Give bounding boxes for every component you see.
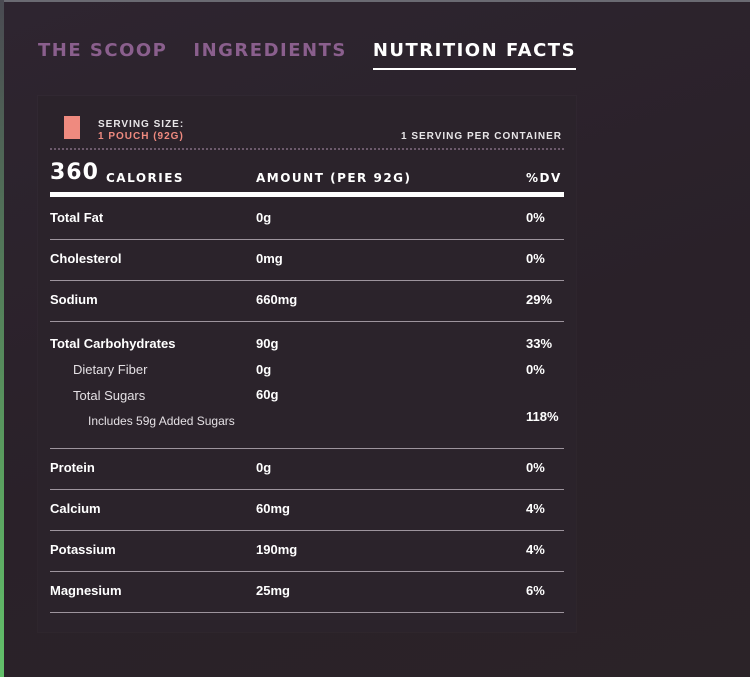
nutrient-name: Calcium <box>50 501 101 516</box>
row-divider <box>50 239 564 240</box>
row-divider <box>50 448 564 449</box>
nutrient-row-dietary-fiber: Dietary Fiber 0g 0% <box>50 362 564 382</box>
nutrient-dv: 118% <box>526 409 559 424</box>
nutrient-row-sodium: Sodium 660mg 29% <box>50 292 564 312</box>
nutrient-dv: 0% <box>526 210 545 225</box>
nutrient-row-magnesium: Magnesium 25mg 6% <box>50 583 564 603</box>
nutrient-amount: 0g <box>256 210 272 225</box>
tab-the-scoop[interactable]: THE SCOOP <box>38 40 168 61</box>
nutrient-row-added-sugars: Includes 59g Added Sugars 118% <box>50 409 564 434</box>
nutrient-row-protein: Protein 0g 0% <box>50 460 564 480</box>
nutrient-amount: 25mg <box>256 583 290 598</box>
nutrient-row-cholesterol: Cholesterol 0mg 0% <box>50 251 564 271</box>
nutrient-dv: 33% <box>526 336 553 351</box>
nutrient-name: Includes 59g Added Sugars <box>88 414 235 428</box>
nutrient-row-total-carbohydrates: Total Carbohydrates 90g 33% <box>50 336 564 356</box>
serving-size-value: 1 POUCH (92G) <box>98 131 184 142</box>
nutrient-name: Magnesium <box>50 583 122 598</box>
calories-label: CALORIES <box>106 171 185 185</box>
nutrient-name: Total Carbohydrates <box>50 336 176 351</box>
nutrient-amount: 60mg <box>256 501 290 516</box>
nutrition-facts-panel: SERVING SIZE: 1 POUCH (92G) 1 SERVING PE… <box>38 96 576 632</box>
nutrient-dv: 0% <box>526 460 545 475</box>
nutrient-name: Total Sugars <box>73 388 146 403</box>
serving-info: SERVING SIZE: 1 POUCH (92G) 1 SERVING PE… <box>64 116 562 146</box>
dv-column-header: %DV <box>526 171 562 185</box>
nutrient-dv: 0% <box>526 251 545 266</box>
servings-per-container: 1 SERVING PER CONTAINER <box>401 131 562 142</box>
row-divider <box>50 571 564 572</box>
nutrient-dv: 29% <box>526 292 553 307</box>
row-divider <box>50 489 564 490</box>
tab-nutrition-facts[interactable]: NUTRITION FACTS <box>372 40 577 70</box>
window-left-edge <box>0 0 4 677</box>
calories-value: 360 <box>50 160 99 185</box>
row-divider <box>50 612 564 613</box>
nutrient-dv: 0% <box>526 362 545 377</box>
nutrient-row-total-fat: Total Fat 0g 0% <box>50 210 564 230</box>
nutrient-amount: 90g <box>256 336 279 351</box>
nutrient-name: Potassium <box>50 542 116 557</box>
nutrient-dv: 6% <box>526 583 545 598</box>
row-divider <box>50 321 564 322</box>
nutrient-row-total-sugars: Total Sugars 60g <box>50 387 564 408</box>
pouch-icon <box>64 116 80 139</box>
nutrition-header-row: 360 CALORIES AMOUNT (PER 92G) %DV <box>50 160 564 190</box>
product-info-tabs: THE SCOOP INGREDIENTS NUTRITION FACTS <box>38 40 577 70</box>
amount-column-header: AMOUNT (PER 92G) <box>256 171 412 185</box>
nutrient-name: Sodium <box>50 292 98 307</box>
nutrient-name: Total Fat <box>50 210 104 225</box>
nutrient-amount: 660mg <box>256 292 298 307</box>
nutrient-row-calcium: Calcium 60mg 4% <box>50 501 564 521</box>
nutrient-name: Cholesterol <box>50 251 122 266</box>
nutrient-amount: 60g <box>256 387 279 402</box>
row-divider <box>50 530 564 531</box>
window-top-edge <box>0 0 750 2</box>
nutrient-amount: 190mg <box>256 542 298 557</box>
tab-ingredients[interactable]: INGREDIENTS <box>193 40 347 61</box>
header-rule <box>50 192 564 197</box>
dotted-divider <box>50 148 564 150</box>
row-divider <box>50 280 564 281</box>
nutrient-row-potassium: Potassium 190mg 4% <box>50 542 564 562</box>
nutrient-amount: 0mg <box>256 251 283 266</box>
nutrient-dv: 4% <box>526 542 545 557</box>
nutrient-dv: 4% <box>526 501 545 516</box>
serving-size-label: SERVING SIZE: <box>98 119 185 130</box>
nutrient-name: Dietary Fiber <box>73 362 148 377</box>
nutrient-amount: 0g <box>256 362 272 377</box>
nutrient-name: Protein <box>50 460 95 475</box>
nutrient-amount: 0g <box>256 460 272 475</box>
